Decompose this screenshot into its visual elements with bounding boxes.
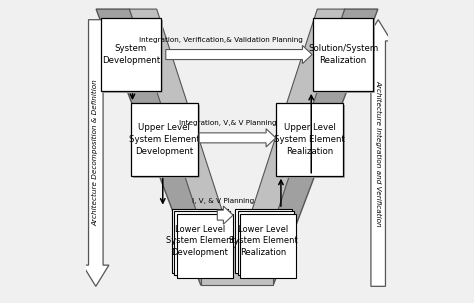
FancyBboxPatch shape <box>238 211 294 275</box>
FancyBboxPatch shape <box>100 18 161 91</box>
Polygon shape <box>82 20 109 286</box>
Text: Architecture Integration and Verification: Architecture Integration and Verificatio… <box>375 80 381 226</box>
FancyBboxPatch shape <box>276 103 343 176</box>
Text: Lower Level
System Element
Development: Lower Level System Element Development <box>165 225 234 257</box>
FancyBboxPatch shape <box>174 211 230 275</box>
Text: System
Development: System Development <box>102 44 160 65</box>
Text: Solution/System
Realization: Solution/System Realization <box>308 44 378 65</box>
Text: Lower Level
System Element
Realization: Lower Level System Element Realization <box>229 225 298 257</box>
Polygon shape <box>240 9 378 285</box>
Text: Upper Level
System Element
Realization: Upper Level System Element Realization <box>274 123 345 156</box>
FancyBboxPatch shape <box>313 18 374 91</box>
Text: Upper Level
System Element
Development: Upper Level System Element Development <box>129 123 200 156</box>
Polygon shape <box>96 9 234 285</box>
FancyBboxPatch shape <box>236 209 292 273</box>
Polygon shape <box>365 20 392 286</box>
FancyBboxPatch shape <box>177 214 233 278</box>
Polygon shape <box>129 9 234 247</box>
FancyBboxPatch shape <box>315 20 375 93</box>
FancyBboxPatch shape <box>240 214 296 278</box>
Polygon shape <box>240 9 345 247</box>
Polygon shape <box>217 206 233 224</box>
Polygon shape <box>199 129 276 147</box>
Text: Integration, Verification,& Validation Planning: Integration, Verification,& Validation P… <box>139 37 302 43</box>
FancyBboxPatch shape <box>279 105 345 178</box>
FancyBboxPatch shape <box>131 103 198 176</box>
Polygon shape <box>166 45 312 64</box>
Text: I, V, & V Planning: I, V, & V Planning <box>192 198 255 204</box>
Polygon shape <box>201 247 273 285</box>
FancyBboxPatch shape <box>133 105 200 178</box>
FancyBboxPatch shape <box>172 209 228 273</box>
FancyBboxPatch shape <box>103 20 164 93</box>
Text: Architecture Decomposition & Definition: Architecture Decomposition & Definition <box>93 80 99 226</box>
Text: Integration, V,& V Planning: Integration, V,& V Planning <box>179 120 277 126</box>
